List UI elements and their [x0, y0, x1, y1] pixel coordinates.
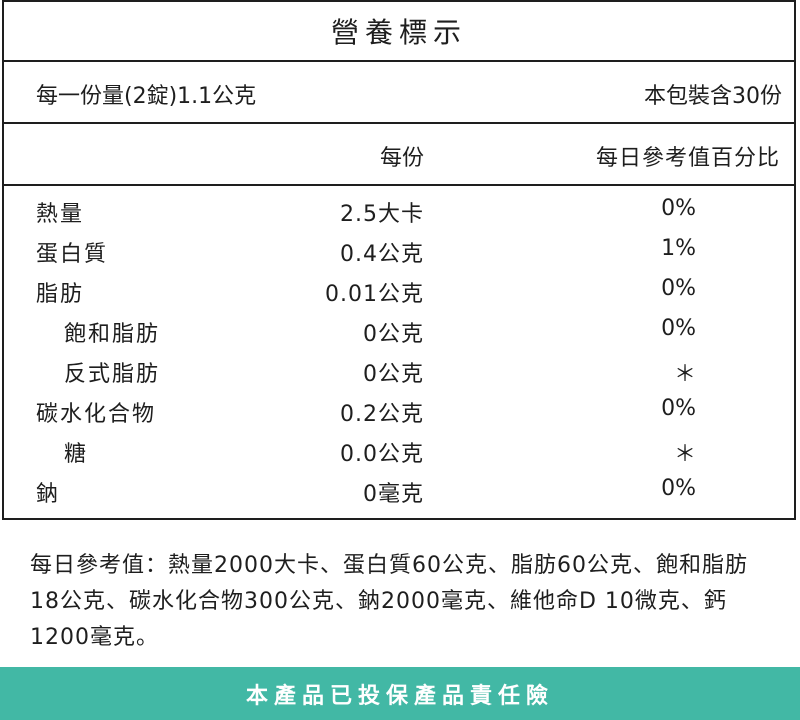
nutrient-percent: ＊ — [673, 442, 696, 467]
nutrient-row-saturated-fat: 飽和脂肪 0公克 0% — [4, 312, 794, 352]
nutrient-row-carbohydrate: 碳水化合物 0.2公克 0% — [4, 392, 794, 432]
nutrient-row-sugar: 糖 0.0公克 ＊ — [4, 432, 794, 472]
nutrient-percent: 0% — [661, 316, 696, 341]
nutrient-amount: 0公克 — [363, 362, 424, 387]
nutrient-rows: 熱量 2.5大卡 0% 蛋白質 0.4公克 1% 脂肪 0.01公克 0% 飽和… — [4, 192, 794, 512]
daily-reference-note: 每日參考值：熱量2000大卡、蛋白質60公克、脂肪60公克、飽和脂肪18公克、碳… — [30, 553, 748, 650]
nutrient-percent: 0% — [661, 476, 696, 501]
nutrient-row-calories: 熱量 2.5大卡 0% — [4, 192, 794, 232]
nutrient-row-sodium: 鈉 0毫克 0% — [4, 472, 794, 512]
serving-info-row: 每一份量(2錠)1.1公克 本包裝含30份 — [4, 60, 794, 124]
insurance-banner: 本產品已投保產品責任險 — [0, 667, 800, 720]
insurance-banner-text: 本產品已投保產品責任險 — [245, 683, 554, 709]
nutrient-amount: 0.4公克 — [340, 242, 424, 267]
nutrient-name: 碳水化合物 — [36, 402, 157, 427]
nutrient-percent: 1% — [661, 236, 696, 261]
column-header-row: 每份 每日參考值百分比 — [4, 122, 794, 186]
nutrient-percent: 0% — [661, 196, 696, 221]
nutrient-amount: 0.0公克 — [340, 442, 424, 467]
nutrient-row-trans-fat: 反式脂肪 0公克 ＊ — [4, 352, 794, 392]
daily-value-header: 每日參考值百分比 — [595, 146, 780, 171]
nutrient-amount: 0公克 — [363, 322, 424, 347]
nutrient-percent: 0% — [661, 276, 696, 301]
nutrient-amount: 2.5大卡 — [340, 202, 424, 227]
nutrient-name: 鈉 — [36, 482, 61, 507]
serving-size: 每一份量(2錠)1.1公克 — [36, 84, 257, 109]
nutrient-name: 反式脂肪 — [64, 362, 161, 387]
nutrient-percent: 0% — [661, 396, 696, 421]
nutrient-name: 蛋白質 — [36, 242, 109, 267]
per-serving-header: 每份 — [379, 146, 424, 171]
nutrition-label-panel: 營養標示 每一份量(2錠)1.1公克 本包裝含30份 每份 每日參考值百分比 熱… — [2, 0, 796, 520]
nutrient-amount: 0毫克 — [363, 482, 424, 507]
nutrient-percent: ＊ — [673, 362, 696, 387]
nutrient-row-protein: 蛋白質 0.4公克 1% — [4, 232, 794, 272]
label-title: 營養標示 — [4, 2, 794, 62]
nutrient-name: 脂肪 — [36, 282, 85, 307]
nutrient-name: 熱量 — [36, 202, 85, 227]
nutrient-name: 糖 — [64, 442, 89, 467]
nutrient-amount: 0.01公克 — [325, 282, 424, 307]
nutrient-row-fat: 脂肪 0.01公克 0% — [4, 272, 794, 312]
nutrient-name: 飽和脂肪 — [64, 322, 161, 347]
servings-per-package: 本包裝含30份 — [644, 84, 782, 109]
nutrient-amount: 0.2公克 — [340, 402, 424, 427]
